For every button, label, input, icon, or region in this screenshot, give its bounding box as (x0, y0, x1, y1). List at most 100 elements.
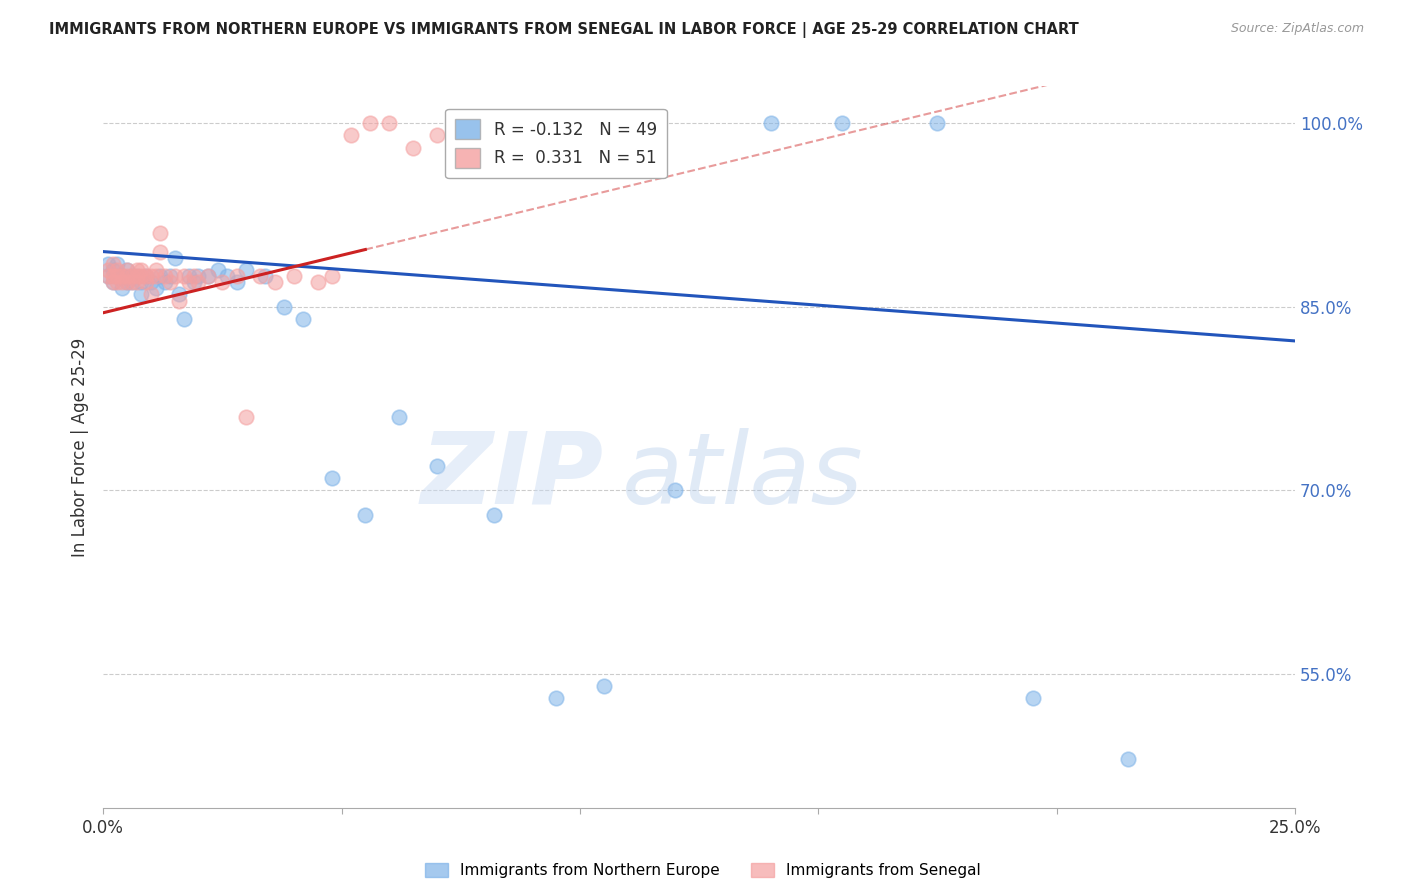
Point (139, 268, 162, 283)
Point (111, 281, 134, 295)
Point (107, 263, 129, 277)
Point (145, 281, 167, 295)
Point (139, 275, 162, 289)
Point (254, 268, 277, 283)
Point (115, 268, 138, 283)
Point (129, 263, 152, 277)
Point (197, 268, 219, 283)
Point (163, 251, 186, 265)
Point (149, 226, 172, 240)
Point (149, 244, 172, 259)
Point (107, 268, 129, 283)
Point (225, 268, 247, 283)
Text: atlas: atlas (621, 428, 863, 524)
Point (173, 312, 195, 326)
Point (388, 409, 411, 424)
Point (1116, 752, 1139, 766)
Text: IMMIGRANTS FROM NORTHERN EUROPE VS IMMIGRANTS FROM SENEGAL IN LABOR FORCE | AGE : IMMIGRANTS FROM NORTHERN EUROPE VS IMMIG… (49, 22, 1078, 38)
Point (145, 268, 167, 283)
Point (482, 508, 505, 522)
Point (249, 268, 271, 283)
Point (283, 268, 305, 283)
Text: Source: ZipAtlas.com: Source: ZipAtlas.com (1230, 22, 1364, 36)
Point (187, 275, 209, 289)
Point (125, 263, 148, 277)
Point (1022, 691, 1045, 706)
Point (544, 691, 567, 706)
Point (111, 268, 134, 283)
Legend: R = -0.132   N = 49, R =  0.331   N = 51: R = -0.132 N = 49, R = 0.331 N = 51 (446, 109, 666, 178)
Point (101, 263, 124, 277)
Point (197, 268, 219, 283)
Point (169, 293, 191, 308)
Point (115, 275, 138, 289)
Legend: Immigrants from Northern Europe, Immigrants from Senegal: Immigrants from Northern Europe, Immigra… (419, 857, 987, 884)
Point (139, 287, 162, 301)
Point (402, 140, 425, 154)
Point (97, 268, 120, 283)
Point (235, 409, 257, 424)
Point (111, 268, 134, 283)
Point (97, 257, 120, 271)
Point (135, 268, 157, 283)
Point (159, 268, 181, 283)
Point (211, 275, 233, 289)
Point (115, 263, 138, 277)
Point (135, 275, 157, 289)
Point (183, 275, 205, 289)
Point (187, 268, 209, 283)
Point (149, 268, 172, 283)
Point (111, 275, 134, 289)
Point (121, 268, 143, 283)
Point (664, 483, 686, 498)
Point (426, 128, 449, 143)
Point (121, 275, 143, 289)
Point (359, 116, 381, 130)
Point (759, 116, 782, 130)
Text: ZIP: ZIP (420, 428, 603, 524)
Point (235, 263, 257, 277)
Point (225, 275, 247, 289)
Point (340, 128, 363, 143)
Point (177, 268, 200, 283)
Point (426, 458, 449, 473)
Point (927, 116, 949, 130)
Point (129, 268, 152, 283)
Point (153, 275, 176, 289)
Point (107, 275, 129, 289)
Point (97, 263, 120, 277)
Point (145, 263, 167, 277)
Point (169, 287, 191, 301)
Point (125, 275, 148, 289)
Point (217, 268, 239, 283)
Point (273, 300, 295, 314)
Point (97, 268, 120, 283)
Point (592, 679, 614, 693)
Point (354, 508, 377, 522)
Point (292, 312, 315, 326)
Point (107, 257, 129, 271)
Point (183, 268, 205, 283)
Point (129, 275, 152, 289)
Point (207, 263, 229, 277)
Point (263, 275, 285, 289)
Point (125, 268, 148, 283)
Point (831, 116, 853, 130)
Point (163, 268, 186, 283)
Point (101, 275, 124, 289)
Point (121, 275, 143, 289)
Y-axis label: In Labor Force | Age 25-29: In Labor Force | Age 25-29 (72, 338, 89, 557)
Point (307, 275, 329, 289)
Point (321, 471, 343, 485)
Point (153, 268, 176, 283)
Point (115, 263, 138, 277)
Point (321, 268, 343, 283)
Point (450, 146, 472, 161)
Point (121, 268, 143, 283)
Point (107, 268, 129, 283)
Point (177, 275, 200, 289)
Point (101, 268, 124, 283)
Point (101, 257, 124, 271)
Point (135, 268, 157, 283)
Point (125, 268, 148, 283)
